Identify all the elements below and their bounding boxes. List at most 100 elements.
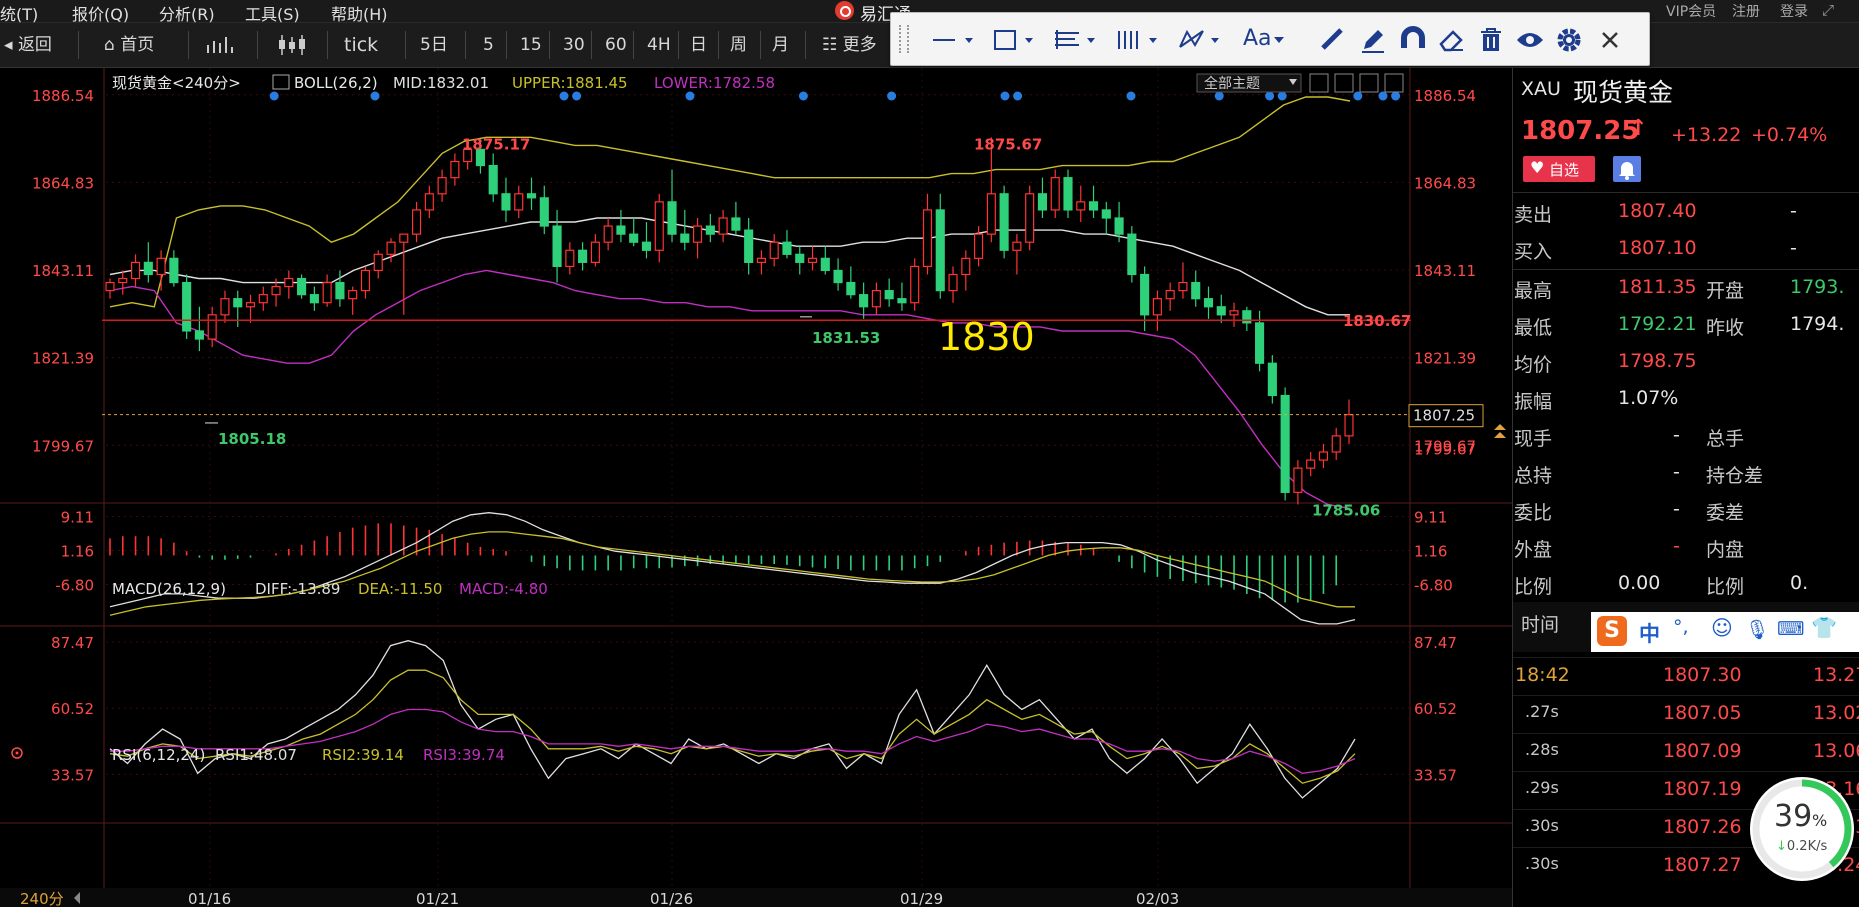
tick-price: 1807.19 — [1663, 778, 1742, 800]
stat-label: 开盘 — [1706, 280, 1745, 302]
buy-price: 1807.10 — [1618, 237, 1697, 259]
login-link[interactable]: 登录 — [1780, 4, 1808, 20]
candle-body — [1050, 177, 1060, 211]
candle-body — [1114, 217, 1124, 235]
signal-marker-dot — [1126, 91, 1136, 101]
back-button[interactable]: ◂ 返回 — [4, 35, 52, 55]
period-4h[interactable]: 4H — [647, 35, 671, 55]
candle-body — [641, 241, 652, 251]
emoji-icon[interactable]: ☺ — [1711, 616, 1733, 640]
register-link[interactable]: 注册 — [1732, 4, 1760, 20]
period-day[interactable]: 日 — [690, 35, 707, 55]
skin-icon[interactable]: 👕 — [1811, 616, 1838, 640]
candle-body — [1344, 414, 1354, 437]
target-icon[interactable] — [11, 747, 23, 759]
candle-body — [782, 241, 792, 255]
magnet-tool[interactable] — [1399, 13, 1427, 65]
text-tool[interactable]: Aa — [1243, 13, 1286, 65]
line-chart-button[interactable] — [205, 23, 235, 67]
fib-tool[interactable] — [1053, 13, 1099, 65]
gann-tool[interactable] — [1115, 13, 1163, 65]
keyboard-icon[interactable]: ⌨ — [1777, 618, 1805, 640]
list-icon: ☷ — [822, 35, 843, 55]
network-speed-widget[interactable]: 39 % ↓0.2K/s — [1750, 777, 1854, 881]
period-month[interactable]: 月 — [772, 35, 789, 55]
menu-quote[interactable]: 报价(Q) — [72, 5, 130, 24]
signal-marker-dot — [1013, 91, 1023, 101]
menu-analysis[interactable]: 分析(R) — [159, 5, 215, 24]
divider — [760, 31, 761, 59]
candle — [424, 185, 434, 218]
ime-toolbar[interactable]: S 中 °, ☺ 🎙 ⌨ 👕 — [1591, 612, 1859, 652]
period-tick[interactable]: tick — [344, 34, 379, 56]
layout-4-icon[interactable] — [1384, 73, 1404, 93]
alert-button[interactable] — [1613, 156, 1641, 182]
eraser-tool[interactable] — [1437, 13, 1465, 65]
candle — [118, 270, 128, 295]
candle-body — [731, 217, 741, 231]
punct-icon[interactable]: °, — [1673, 616, 1689, 638]
candle-body — [1165, 290, 1175, 300]
candle — [1063, 169, 1073, 218]
period-15[interactable]: 15 — [520, 35, 542, 55]
last-price-axis-label: 1807.25 — [1413, 407, 1475, 425]
pin-icon[interactable]: ⤢ — [1822, 1, 1835, 19]
candle-body — [526, 193, 537, 199]
candle — [744, 218, 754, 275]
vip-link[interactable]: VIP会员 — [1666, 4, 1717, 20]
price-panel: 1886.54 1864.83 1843.11 1821.39 1799.67 1886… — [32, 87, 1484, 519]
grip-handle[interactable] — [899, 25, 909, 53]
ruler-tool[interactable] — [1319, 13, 1347, 65]
candle-body — [105, 281, 115, 292]
pattern-tool[interactable] — [1177, 13, 1225, 65]
rect-tool[interactable] — [991, 13, 1037, 65]
period-30[interactable]: 30 — [563, 35, 585, 55]
stats-row: 委比 - 委差 — [1513, 492, 1859, 529]
period-5[interactable]: 5 — [483, 35, 494, 55]
ime-language[interactable]: 中 — [1639, 622, 1660, 646]
candle — [1127, 226, 1137, 283]
layout-2-icon[interactable] — [1334, 73, 1354, 93]
mic-icon[interactable]: 🎙 — [1745, 619, 1770, 641]
theme-selector[interactable] — [1196, 73, 1302, 93]
period-label[interactable]: 240分 — [20, 890, 64, 907]
candle-body — [680, 233, 690, 243]
line-tool-icon — [933, 37, 973, 43]
period-week[interactable]: 周 — [730, 35, 747, 55]
boll-indicator-icon[interactable] — [272, 74, 290, 90]
signal-marker-dot — [887, 91, 897, 101]
layout-1-icon[interactable] — [1309, 73, 1329, 93]
close-drawbar-button[interactable] — [1599, 13, 1621, 65]
period-5d[interactable]: 5日 — [420, 35, 448, 55]
stats-row: 最低 1792.21 昨收 1794. — [1513, 307, 1859, 344]
settings-tool[interactable] — [1555, 13, 1583, 65]
candle-body — [220, 298, 230, 316]
candle-chart-button[interactable] — [277, 23, 307, 67]
scroll-left-icon[interactable] — [74, 892, 80, 904]
watchlist-button[interactable]: ♥ 自选 — [1523, 156, 1595, 182]
candle-body — [629, 233, 639, 243]
delete-tool[interactable] — [1477, 13, 1505, 65]
stat-label: 委比 — [1514, 502, 1553, 524]
stat-label: 昨收 — [1706, 317, 1745, 339]
menu-help[interactable]: 帮助(H) — [331, 5, 388, 24]
home-button[interactable]: ⌂ 首页 — [104, 35, 155, 55]
macd-dea-line — [109, 531, 1355, 616]
menu-system[interactable]: 统(T) — [0, 5, 39, 24]
candle — [1280, 387, 1290, 501]
line-tool[interactable] — [931, 13, 977, 65]
visibility-tool[interactable] — [1515, 13, 1545, 65]
candle-body — [297, 277, 307, 296]
period-60[interactable]: 60 — [605, 35, 627, 55]
candle-body — [910, 265, 920, 304]
rsi2-line — [109, 669, 1356, 784]
candle — [386, 238, 396, 263]
pen-tool[interactable] — [1359, 13, 1387, 65]
price-tick-label: 1864.83 — [1414, 174, 1476, 192]
chart-area[interactable]: 1886.54 1864.83 1843.11 1821.39 1799.67 1886… — [0, 68, 1512, 907]
layout-3-icon[interactable] — [1359, 73, 1379, 93]
more-button[interactable]: ☷ 更多 — [822, 35, 877, 55]
menu-tools[interactable]: 工具(S) — [245, 5, 300, 24]
macd-dea-value: DEA:-11.50 — [358, 580, 442, 598]
divider — [633, 31, 634, 59]
